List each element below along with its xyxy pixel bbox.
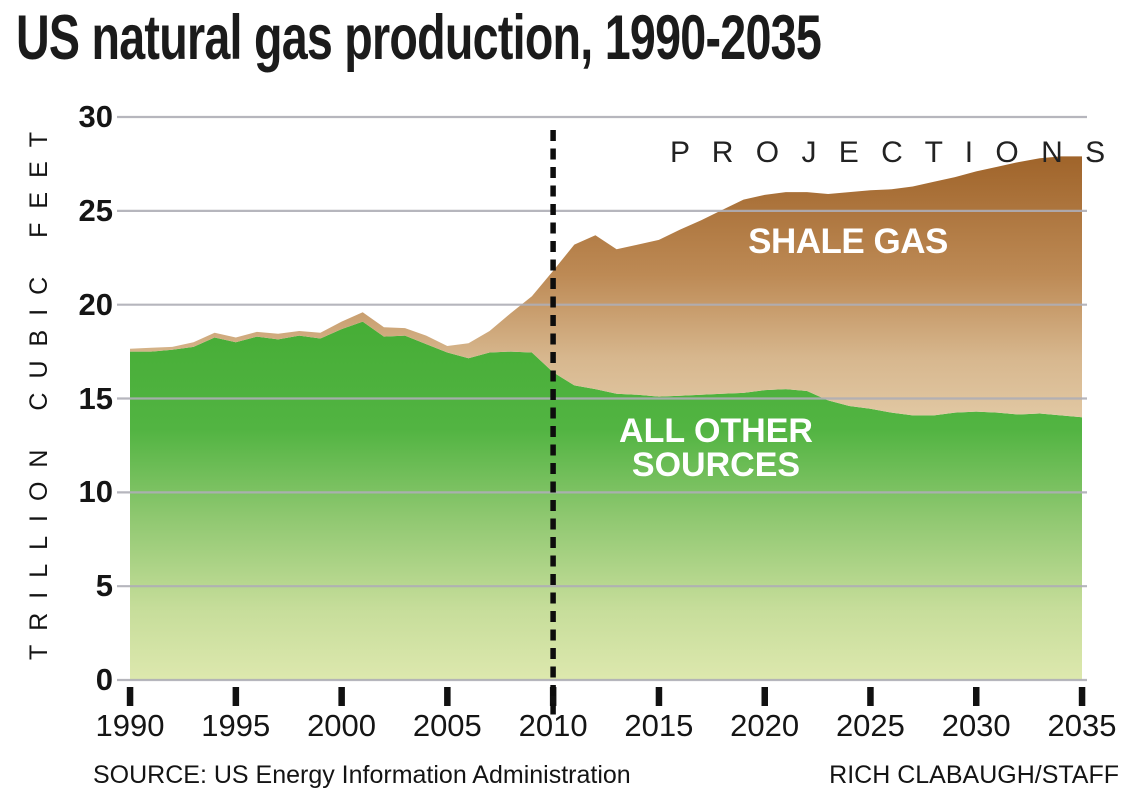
x-tick-2005	[444, 687, 451, 706]
x-tick-label-2025: 2025	[835, 708, 905, 743]
y-tick-label-5: 5	[95, 568, 113, 604]
area-shale-gas	[130, 156, 1082, 418]
y-tick-label-20: 20	[78, 286, 113, 322]
x-tick-label-2020: 2020	[730, 708, 800, 743]
shale-gas-area-label: SHALE GAS	[748, 222, 948, 261]
x-axis-ticks	[126, 687, 1086, 706]
x-tick-2000	[338, 687, 345, 706]
area-all-other-sources	[130, 321, 1082, 680]
credit-note: RICH CLABAUGH/STAFF	[829, 761, 1119, 789]
x-tick-1995	[232, 687, 240, 706]
chart-title: US natural gas production, 1990-2035	[16, 3, 822, 73]
x-tick-label-2010: 2010	[518, 708, 588, 743]
all-other-sources-area-label: ALL OTHER SOURCES	[616, 414, 816, 482]
source-note: SOURCE: US Energy Information Administra…	[93, 761, 631, 789]
x-tick-2020	[761, 687, 768, 706]
y-tick-label-25: 25	[78, 192, 113, 228]
x-tick-2015	[655, 687, 663, 706]
x-tick-2035	[1078, 687, 1086, 706]
x-tick-label-1995: 1995	[201, 708, 271, 743]
gridlines	[117, 115, 1087, 682]
x-tick-label-2030: 2030	[941, 708, 1011, 743]
y-tick-label-30: 30	[78, 99, 113, 135]
x-tick-2025	[867, 687, 874, 706]
x-tick-1990	[126, 687, 134, 706]
x-tick-label-1990: 1990	[95, 708, 165, 743]
x-tick-label-2000: 2000	[307, 708, 377, 743]
x-tick-2010	[549, 687, 557, 706]
y-tick-label-0: 0	[95, 662, 113, 697]
all-other-sources-line2: SOURCES	[631, 446, 801, 484]
x-tick-2030	[973, 687, 980, 706]
projections-annotation: P R O J E C T I O N S	[670, 136, 1113, 169]
y-tick-label-15: 15	[78, 380, 113, 416]
x-tick-label-2005: 2005	[412, 708, 482, 743]
all-other-sources-line1: ALL OTHER	[619, 412, 813, 450]
x-tick-label-2015: 2015	[624, 708, 694, 743]
y-tick-label-10: 10	[78, 474, 113, 510]
x-tick-label-2035: 2035	[1047, 708, 1117, 743]
